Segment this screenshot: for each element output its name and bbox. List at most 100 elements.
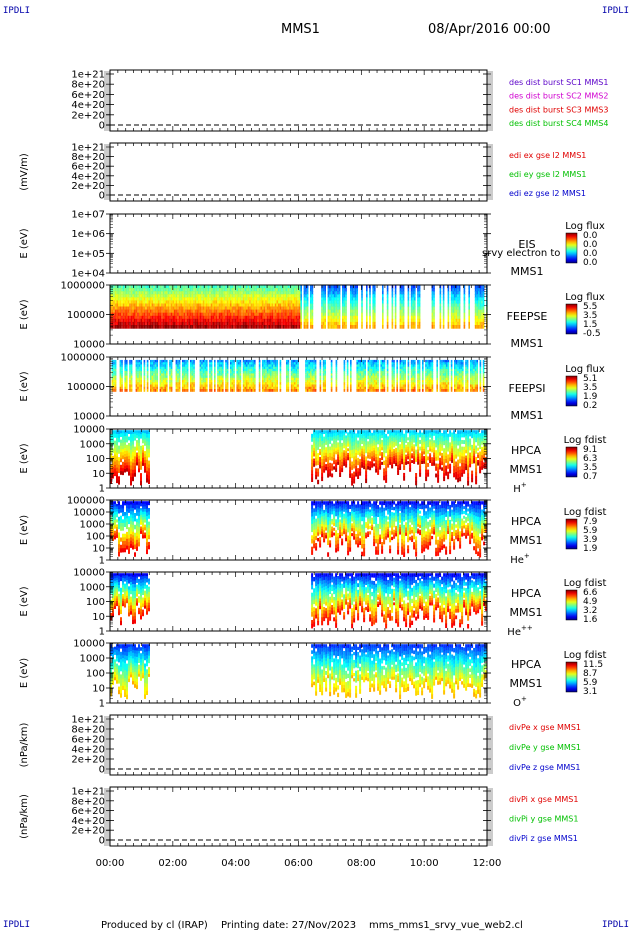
heatmap-cell [284, 321, 286, 326]
heatmap-cell [178, 373, 181, 377]
heatmap-cell [297, 306, 299, 311]
heatmap-cell [246, 389, 248, 392]
heatmap-cell [113, 297, 115, 301]
heatmap-cell [374, 297, 376, 301]
heatmap-cell [143, 300, 146, 305]
heatmap-cell [212, 325, 214, 329]
heatmap-cell [287, 294, 290, 298]
heatmap-cell [281, 318, 283, 323]
heatmap-cell [343, 303, 346, 308]
heatmap-cell [218, 306, 221, 311]
heatmap-cell [223, 303, 226, 308]
heatmap-cell [215, 315, 218, 320]
heatmap-cell [401, 389, 403, 392]
heatmap-cell [439, 300, 442, 305]
heatmap-cell [121, 386, 123, 390]
heatmap-cell [228, 291, 230, 295]
heatmap-cell [210, 288, 213, 292]
heatmap-cell [284, 294, 286, 298]
heatmap-cell [386, 325, 389, 329]
heatmap-cell [159, 362, 162, 365]
heatmap-cell [206, 309, 208, 314]
heatmap-cell [270, 306, 272, 311]
heatmap-cell [159, 321, 162, 326]
heatmap-cell [380, 389, 382, 392]
heatmap-cell [111, 373, 114, 377]
heatmap-cell [263, 389, 266, 392]
heatmap-cell [162, 389, 165, 392]
heatmap-cell [198, 300, 200, 305]
heatmap-cell [169, 285, 171, 289]
heatmap-cell [266, 285, 269, 289]
heatmap-cell [287, 306, 290, 311]
heatmap-cell [439, 325, 442, 329]
heatmap-cell [354, 306, 357, 311]
heatmap-cell [361, 321, 363, 326]
heatmap-cell [306, 294, 309, 298]
heatmap-cell [130, 315, 133, 320]
heatmap-cell [394, 288, 397, 292]
heatmap-cell [351, 288, 354, 292]
heatmap-cell [478, 325, 480, 329]
heatmap-cell [418, 285, 421, 289]
heatmap-cell [121, 315, 123, 320]
heatmap-cell [164, 315, 166, 320]
heatmap-cell [353, 300, 355, 305]
heatmap-cell [121, 294, 123, 298]
heatmap-cell [143, 373, 146, 377]
heatmap-cell [284, 306, 286, 311]
heatmap-cell [239, 309, 242, 314]
heatmap-cell [334, 297, 336, 301]
heatmap-cell [158, 306, 160, 311]
heatmap-cell [169, 315, 171, 320]
heatmap-cell [113, 364, 115, 368]
heatmap-cell [207, 321, 210, 326]
heatmap-cell [122, 315, 125, 320]
heatmap-cell [322, 321, 325, 326]
heatmap-cell [191, 377, 194, 381]
heatmap-cell [222, 291, 224, 295]
heatmap-cell [231, 297, 234, 301]
heatmap-cell [194, 325, 197, 329]
heatmap-cell [126, 300, 128, 305]
heatmap-cell [458, 303, 461, 308]
heatmap-cell [151, 371, 154, 374]
heatmap-cell [233, 303, 235, 308]
heatmap-cell [337, 321, 339, 326]
heatmap-cell [225, 306, 227, 311]
heatmap-cell [188, 300, 190, 305]
instrument-label: EIS [518, 238, 535, 251]
heatmap-cell [447, 285, 450, 289]
heatmap-cell [185, 375, 187, 379]
heatmap-cell [185, 318, 187, 323]
heatmap-cell [431, 312, 434, 317]
heatmap-cell [474, 312, 477, 317]
heatmap-cell [186, 306, 189, 311]
heatmap-cell [201, 315, 203, 320]
heatmap-cell [345, 300, 347, 305]
heatmap-cell [353, 315, 355, 320]
heatmap-cell [457, 306, 459, 311]
heatmap-cell [273, 321, 275, 326]
heatmap-cell [345, 312, 347, 317]
heatmap-cell [124, 288, 126, 292]
heatmap-cell [478, 312, 480, 317]
heatmap-cell [238, 300, 240, 305]
heatmap-cell [154, 366, 157, 370]
heatmap-cell [399, 306, 402, 311]
heatmap-cell [354, 309, 357, 314]
heatmap-cell [130, 380, 133, 383]
heatmap-cell [190, 389, 192, 392]
heatmap-cell [366, 294, 368, 298]
heatmap-cell [311, 303, 314, 308]
heatmap-cell [254, 285, 256, 289]
heatmap-cell [161, 364, 163, 368]
heatmap-cell [250, 389, 253, 392]
heatmap-cell [145, 309, 147, 314]
heatmap-cell [351, 309, 354, 314]
heatmap-cell [329, 325, 331, 329]
heatmap-cell [457, 325, 459, 329]
heatmap-cell [127, 325, 130, 329]
heatmap-cell [286, 389, 288, 392]
heatmap-cell [175, 318, 178, 323]
